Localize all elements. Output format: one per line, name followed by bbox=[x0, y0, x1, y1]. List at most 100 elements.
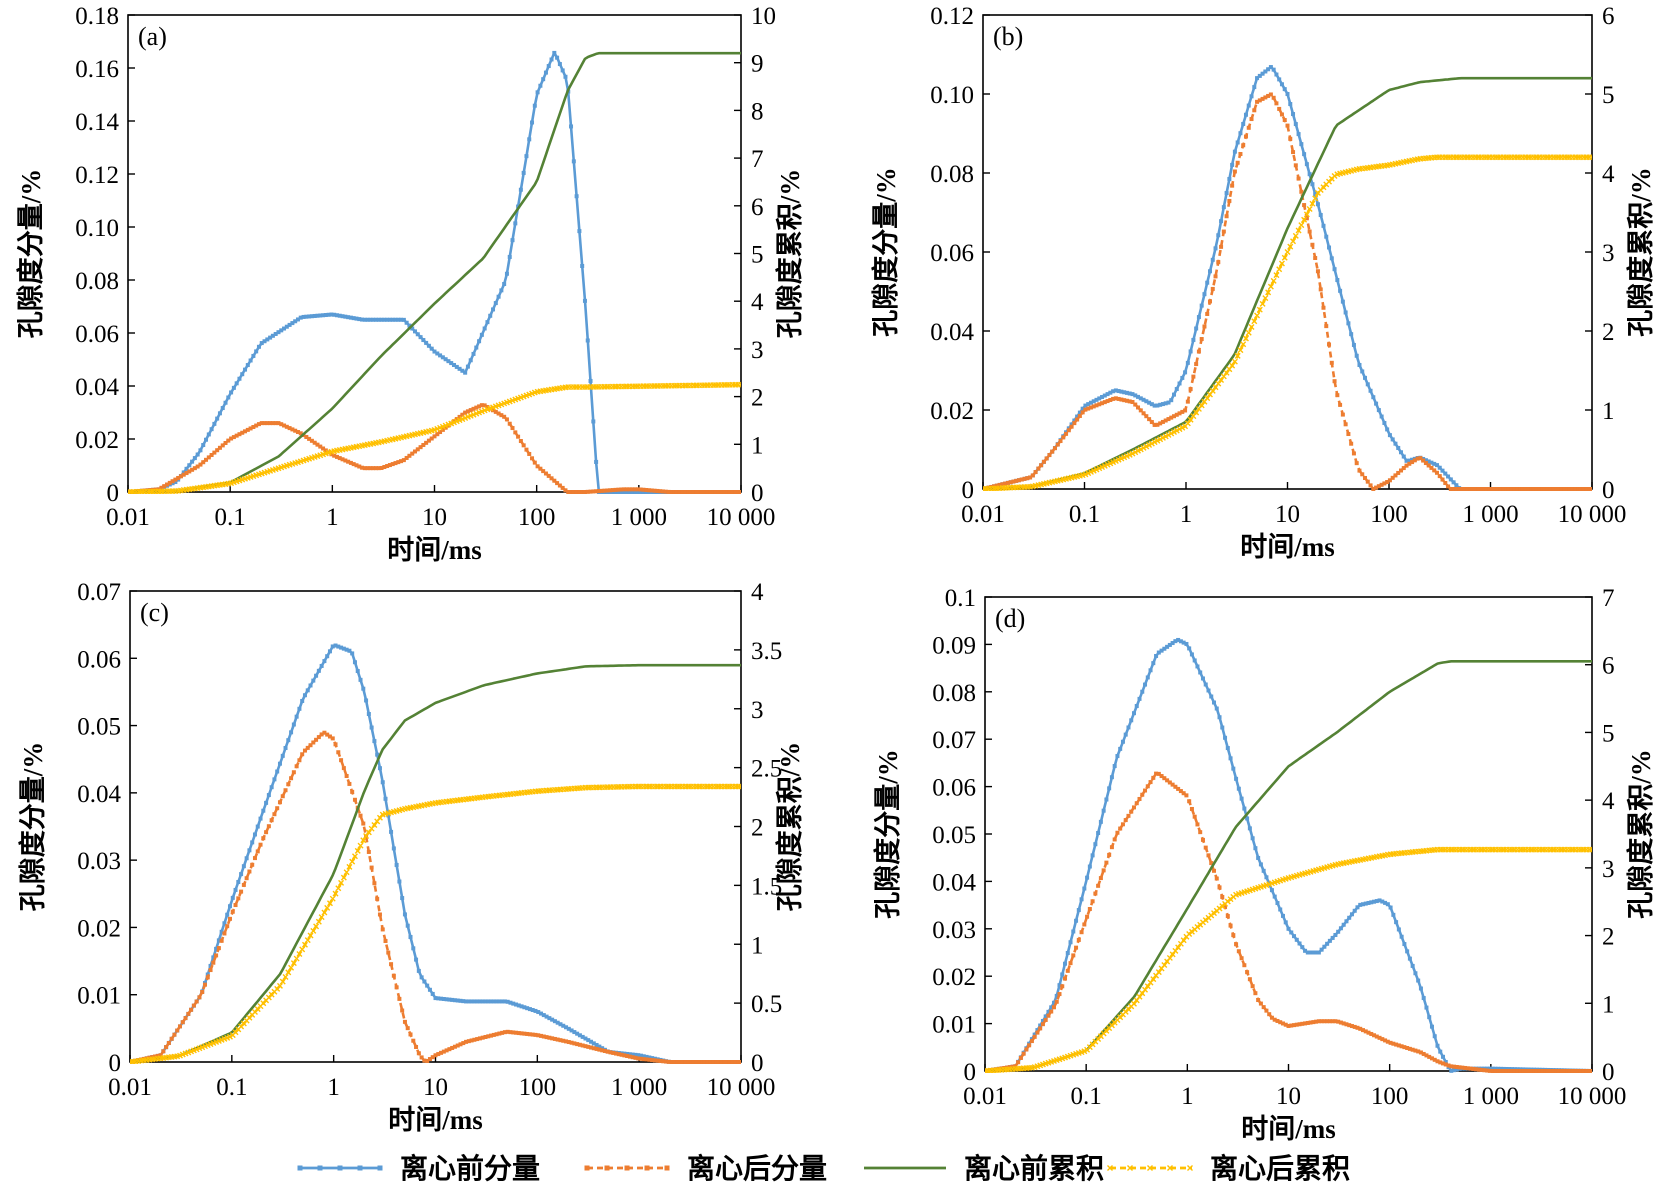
y2-tick-label: 5 bbox=[1602, 720, 1615, 747]
y2-tick-label: 4 bbox=[1602, 161, 1615, 188]
y-tick-label: 0.04 bbox=[930, 319, 974, 346]
y2-tick-label: 4 bbox=[751, 289, 764, 316]
y-axis-label: 孔隙度分量/% bbox=[17, 742, 48, 912]
series-line bbox=[985, 848, 1592, 1073]
y2-axis-label: 孔隙度累积/% bbox=[1625, 749, 1656, 919]
plot-frame bbox=[127, 14, 742, 493]
y2-tick-label: 1 bbox=[1602, 991, 1615, 1018]
y2-tick-label: 3 bbox=[751, 337, 764, 364]
y-axis-label: 孔隙度分量/% bbox=[15, 169, 46, 339]
y-tick-label: 0.05 bbox=[932, 822, 976, 849]
legend-item: 离心前分量 bbox=[297, 1152, 540, 1185]
x-tick-label: 0.01 bbox=[961, 501, 1005, 528]
series-line bbox=[130, 731, 741, 1064]
y-tick-label: 0.12 bbox=[930, 3, 974, 30]
x-tick-label: 1 000 bbox=[1462, 501, 1518, 528]
series-markers bbox=[985, 637, 1592, 1073]
x-tick-label: 10 000 bbox=[707, 1074, 776, 1101]
y2-tick-label: 0 bbox=[1602, 1059, 1615, 1086]
series-离心后分量 bbox=[983, 92, 1592, 491]
y2-tick-label: 2 bbox=[751, 385, 764, 412]
chart-panel-2: 00.010.020.030.040.050.060.0700.511.522.… bbox=[17, 579, 805, 1135]
y-tick-label: 0.06 bbox=[77, 646, 121, 673]
y2-tick-label: 6 bbox=[1602, 3, 1615, 30]
series-离心前分量 bbox=[985, 637, 1592, 1073]
x-tick-label: 1 bbox=[326, 504, 339, 531]
legend-item: 离心后累积 bbox=[1107, 1152, 1350, 1185]
y-tick-label: 0.04 bbox=[77, 781, 121, 808]
y-tick-label: 0.01 bbox=[932, 1012, 976, 1039]
x-axis-label: 时间/ms bbox=[388, 1105, 483, 1135]
y2-axis-label: 孔隙度累积/% bbox=[774, 169, 805, 339]
y-tick-label: 0.07 bbox=[932, 727, 976, 754]
series-离心后累积 bbox=[130, 783, 741, 1064]
y2-tick-label: 3 bbox=[1602, 240, 1615, 267]
y2-tick-label: 8 bbox=[751, 98, 764, 125]
x-tick-label: 10 bbox=[423, 1074, 448, 1101]
legend-label: 离心前分量 bbox=[400, 1152, 540, 1185]
series-离心后累积 bbox=[983, 154, 1592, 491]
x-tick-label: 10 000 bbox=[707, 504, 776, 531]
series-离心前累积 bbox=[130, 663, 741, 1064]
series-离心前累积 bbox=[983, 76, 1592, 491]
x-tick-label: 10 bbox=[1275, 501, 1300, 528]
y-tick-label: 0.1 bbox=[945, 585, 976, 612]
x-tick-label: 1 bbox=[1181, 1083, 1194, 1110]
series-离心前累积 bbox=[128, 51, 741, 494]
y-tick-label: 0.06 bbox=[930, 240, 974, 267]
series-markers bbox=[130, 643, 741, 1064]
series-离心前分量 bbox=[128, 50, 741, 494]
y2-tick-label: 3.5 bbox=[751, 638, 782, 665]
x-tick-label: 1 000 bbox=[1463, 1083, 1519, 1110]
series-markers bbox=[983, 154, 1592, 491]
x-tick-label: 1 000 bbox=[611, 1074, 667, 1101]
y2-tick-label: 4 bbox=[751, 579, 764, 606]
y-tick-label: 0.04 bbox=[75, 374, 119, 401]
x-tick-label: 10 bbox=[1276, 1083, 1301, 1110]
y2-tick-label: 3 bbox=[1602, 856, 1615, 883]
y-tick-label: 0.16 bbox=[75, 56, 119, 83]
y-tick-label: 0.02 bbox=[930, 398, 974, 425]
y-tick-label: 0.06 bbox=[932, 775, 976, 802]
y-tick-label: 0.10 bbox=[930, 82, 974, 109]
series-离心前累积 bbox=[985, 660, 1592, 1073]
series-离心前分量 bbox=[130, 643, 741, 1064]
x-tick-label: 1 000 bbox=[611, 504, 667, 531]
y2-tick-label: 2.5 bbox=[751, 756, 782, 783]
y2-axis-label: 孔隙度累积/% bbox=[774, 742, 805, 912]
series-离心后分量 bbox=[128, 403, 741, 494]
x-axis-label: 时间/ms bbox=[1241, 1114, 1336, 1144]
x-tick-label: 100 bbox=[519, 1074, 557, 1101]
y2-tick-label: 5 bbox=[751, 242, 764, 269]
y2-tick-label: 5 bbox=[1602, 82, 1615, 109]
x-tick-label: 1 bbox=[1180, 501, 1193, 528]
y2-tick-label: 10 bbox=[751, 3, 776, 30]
x-tick-label: 100 bbox=[518, 504, 556, 531]
y2-tick-label: 0.5 bbox=[751, 991, 782, 1018]
y-tick-label: 0.02 bbox=[932, 964, 976, 991]
y-tick-label: 0.18 bbox=[75, 3, 119, 30]
legend-label: 离心后累积 bbox=[1210, 1152, 1350, 1185]
series-markers bbox=[983, 92, 1592, 491]
y2-tick-label: 2 bbox=[1602, 319, 1615, 346]
y2-tick-label: 6 bbox=[1602, 653, 1615, 680]
y-tick-label: 0.02 bbox=[75, 427, 119, 454]
chart-panel-0: 00.020.040.060.080.100.120.140.160.18012… bbox=[15, 3, 805, 565]
y2-tick-label: 7 bbox=[1602, 585, 1615, 612]
series-line bbox=[983, 76, 1592, 491]
x-tick-label: 0.01 bbox=[108, 1074, 152, 1101]
y-tick-label: 0.04 bbox=[932, 869, 976, 896]
x-tick-label: 0.1 bbox=[1071, 1083, 1102, 1110]
y2-tick-label: 0 bbox=[751, 480, 764, 507]
y-axis-label: 孔隙度分量/% bbox=[872, 749, 903, 919]
x-tick-label: 0.1 bbox=[215, 504, 246, 531]
y-tick-label: 0.05 bbox=[77, 714, 121, 741]
y2-tick-label: 6 bbox=[751, 194, 764, 221]
x-axis-label: 时间/ms bbox=[387, 535, 482, 565]
y-tick-label: 0 bbox=[107, 480, 120, 507]
series-markers bbox=[985, 771, 1592, 1073]
y-tick-label: 0.06 bbox=[75, 321, 119, 348]
y2-tick-label: 1 bbox=[1602, 398, 1615, 425]
x-tick-label: 10 000 bbox=[1558, 1083, 1627, 1110]
